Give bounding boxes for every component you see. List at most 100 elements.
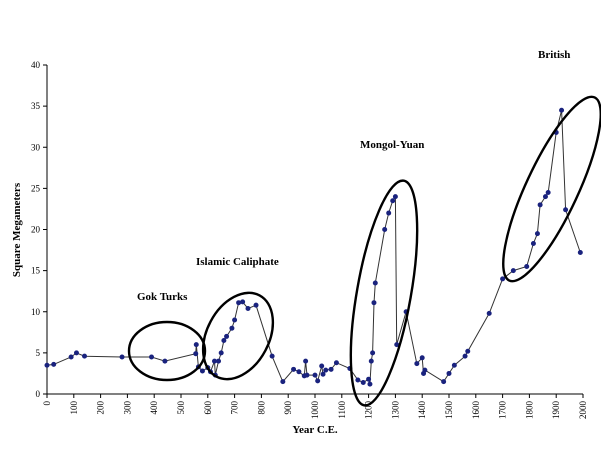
data-point (394, 342, 400, 348)
data-point (367, 381, 373, 387)
y-tick-label: 10 (31, 307, 41, 317)
data-point (119, 354, 125, 360)
x-tick-label: 700 (230, 401, 240, 415)
data-point (382, 227, 388, 232)
data-point (370, 350, 376, 356)
annotation-ellipses (127, 95, 601, 407)
data-point (212, 358, 217, 364)
y-tick-label: 20 (31, 225, 41, 235)
data-point (534, 231, 540, 237)
y-tick-label: 30 (31, 142, 41, 152)
data-point (199, 368, 205, 374)
y-tick-label: 5 (36, 348, 41, 358)
data-point (319, 363, 325, 369)
data-point (563, 207, 569, 213)
x-tick-label: 1100 (337, 401, 347, 419)
data-point (441, 379, 447, 385)
annotation-label: British (538, 49, 570, 61)
annotation-label: Mongol-Yuan (360, 139, 424, 151)
data-point (422, 367, 428, 373)
data-point (236, 300, 242, 306)
data-point (530, 240, 536, 246)
series (44, 107, 583, 387)
data-point (291, 366, 297, 372)
x-tick-label: 100 (69, 401, 79, 415)
data-point (368, 358, 374, 364)
data-point (51, 361, 57, 367)
data-point (392, 194, 398, 200)
data-point (465, 348, 471, 354)
data-point (193, 351, 199, 357)
data-point (296, 369, 302, 375)
data-point (333, 360, 339, 366)
x-tick-label: 800 (256, 401, 266, 415)
data-point (446, 370, 452, 376)
annotation-label: Gok Turks (137, 291, 188, 303)
data-point (232, 317, 238, 323)
annotation-ellipse (349, 179, 419, 407)
x-tick-label: 300 (122, 401, 132, 415)
annotation-ellipse (502, 95, 601, 283)
data-point (414, 361, 420, 367)
data-point (323, 367, 329, 373)
x-tick-label: 1300 (390, 401, 400, 420)
data-point (559, 107, 565, 113)
x-tick-label: 400 (149, 401, 159, 415)
x-tick-label: 2000 (578, 401, 588, 420)
data-point (366, 376, 372, 382)
series-line (46, 110, 581, 385)
y-axis-label: Square Megameters (11, 182, 23, 277)
annotation-ellipse (201, 291, 275, 381)
data-point (510, 268, 516, 274)
data-point (229, 325, 235, 331)
y-tick-label: 0 (36, 389, 41, 399)
data-point (280, 379, 286, 385)
data-point (500, 276, 506, 282)
x-axis-label: Year C.E. (292, 424, 338, 436)
data-point (315, 378, 321, 384)
x-tick-label: 1600 (471, 401, 481, 420)
data-point (320, 371, 326, 377)
data-point (162, 358, 168, 364)
data-point (82, 353, 88, 359)
axes (43, 64, 584, 398)
data-point (328, 366, 334, 372)
x-tick-label: 1500 (444, 401, 454, 420)
data-point (216, 358, 222, 364)
data-point (303, 358, 309, 364)
data-point (240, 299, 246, 305)
data-point (537, 202, 543, 208)
annotation-label: Islamic Caliphate (196, 256, 279, 268)
x-tick-label: 200 (96, 401, 106, 415)
data-point (355, 377, 361, 383)
data-point (221, 338, 227, 344)
data-point (224, 333, 230, 339)
y-tick-label: 35 (31, 101, 41, 111)
x-tick-label: 1200 (364, 401, 374, 420)
data-point (193, 342, 199, 348)
x-tick-label: 1000 (310, 401, 320, 420)
x-tick-label: 1400 (417, 401, 427, 420)
data-point (312, 372, 318, 378)
y-tick-label: 15 (31, 266, 41, 276)
data-point (451, 362, 457, 368)
data-point (360, 379, 366, 385)
data-point (545, 189, 551, 195)
annotation-ellipse (127, 320, 207, 382)
data-point (372, 280, 378, 286)
data-point (245, 305, 251, 311)
x-tick-label: 1700 (498, 400, 508, 419)
data-point (218, 350, 224, 356)
data-point (542, 194, 548, 200)
x-tick-label: 500 (176, 401, 186, 415)
data-point (419, 355, 425, 361)
data-point (524, 264, 530, 270)
data-point (390, 198, 396, 204)
data-point (73, 350, 79, 356)
data-point (253, 302, 259, 308)
data-point (304, 372, 310, 378)
data-point (577, 250, 583, 256)
data-point (149, 354, 155, 360)
